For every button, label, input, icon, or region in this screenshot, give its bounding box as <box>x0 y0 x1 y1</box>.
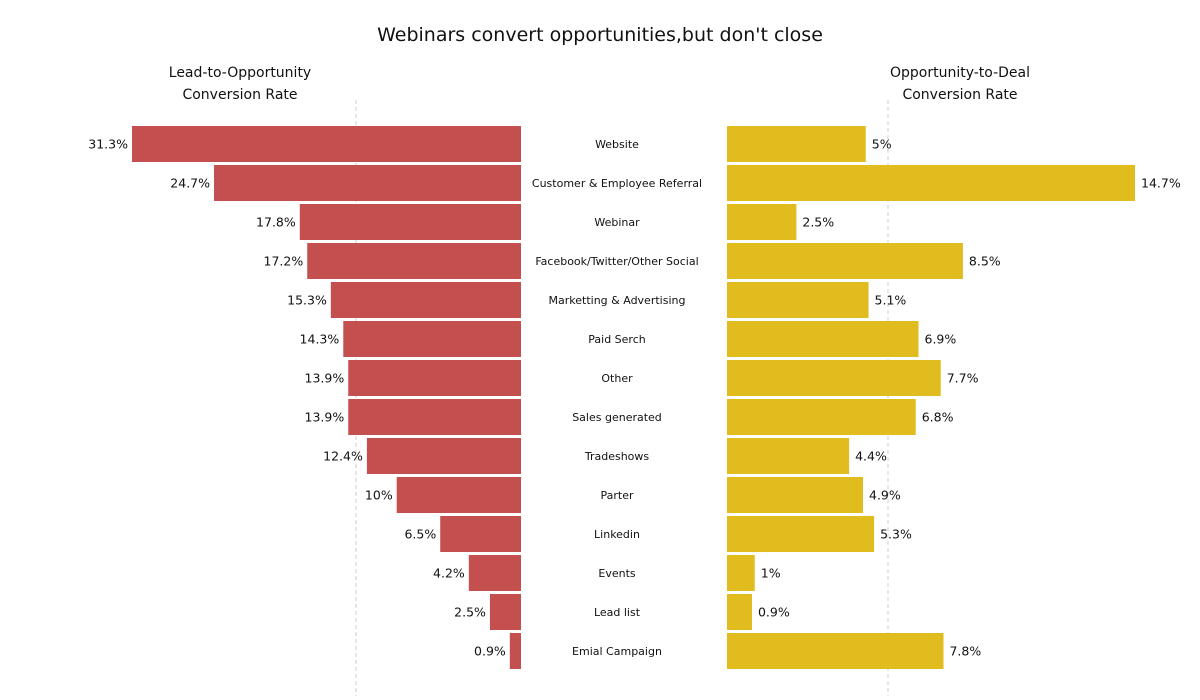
left-bar <box>468 555 521 591</box>
left-bar <box>489 594 521 630</box>
right-bar-label: 0.9% <box>758 605 790 620</box>
category-label: Marketting & Advertising <box>549 294 686 307</box>
category-label: Linkedin <box>594 528 640 541</box>
left-bar <box>214 165 521 201</box>
right-bar-label: 6.9% <box>925 332 957 347</box>
category-label: Paid Serch <box>588 333 645 346</box>
left-bar-label: 6.5% <box>404 527 436 542</box>
left-bar <box>396 477 521 513</box>
right-bar-label: 4.4% <box>855 449 887 464</box>
left-bar-label: 13.9% <box>305 410 345 425</box>
right-bar <box>727 321 919 357</box>
left-bar <box>440 516 521 552</box>
left-bar-label: 14.3% <box>300 332 340 347</box>
right-bar-label: 14.7% <box>1141 176 1181 191</box>
left-bar-label: 0.9% <box>474 644 506 659</box>
category-label: Webinar <box>594 216 640 229</box>
left-bar-label: 17.8% <box>256 215 296 230</box>
category-label: Facebook/Twitter/Other Social <box>535 255 698 268</box>
right-bar <box>727 438 850 474</box>
right-bar <box>727 594 752 630</box>
right-bar <box>727 126 866 162</box>
left-bar <box>348 399 521 435</box>
left-bar <box>330 282 521 318</box>
category-label: Lead list <box>594 606 641 619</box>
left-panel-title: Lead-to-Opportunity Conversion Rate <box>168 65 312 103</box>
right-bar-label: 7.8% <box>949 644 981 659</box>
left-bar-label: 10% <box>365 488 393 503</box>
right-bar <box>727 204 797 240</box>
left-bar <box>132 126 521 162</box>
right-bar <box>727 516 875 552</box>
chart-title: Webinars convert opportunities,but don't… <box>377 24 823 46</box>
left-bar <box>299 204 521 240</box>
left-bar-label: 24.7% <box>170 176 210 191</box>
left-bar-label: 2.5% <box>454 605 486 620</box>
category-label: Tradeshows <box>584 450 650 463</box>
left-bar <box>307 243 521 279</box>
category-label: Other <box>601 372 633 385</box>
category-label: Sales generated <box>572 411 662 424</box>
left-bar-label: 15.3% <box>287 293 327 308</box>
right-bar-label: 8.5% <box>969 254 1001 269</box>
left-bar-label: 4.2% <box>433 566 465 581</box>
left-bar <box>366 438 521 474</box>
right-bar <box>727 243 963 279</box>
right-bar-label: 4.9% <box>869 488 901 503</box>
right-bar-label: 5.3% <box>880 527 912 542</box>
right-bar <box>727 399 916 435</box>
right-bar-label: 5% <box>872 137 892 152</box>
category-label: Emial Campaign <box>572 645 662 658</box>
category-label: Events <box>598 567 636 580</box>
left-bar-label: 31.3% <box>88 137 128 152</box>
category-label: Website <box>595 138 639 151</box>
right-bar <box>727 282 869 318</box>
right-bar <box>727 165 1135 201</box>
right-bar <box>727 360 941 396</box>
category-label: Customer & Employee Referral <box>532 177 702 190</box>
right-bar-label: 2.5% <box>802 215 834 230</box>
left-bar-label: 13.9% <box>305 371 345 386</box>
right-bar-label: 1% <box>761 566 781 581</box>
left-bar <box>509 633 521 669</box>
right-bar-label: 7.7% <box>947 371 979 386</box>
left-bar <box>343 321 521 357</box>
right-bar-label: 6.8% <box>922 410 954 425</box>
right-bar <box>727 633 944 669</box>
category-label: Parter <box>600 489 633 502</box>
right-bar <box>727 477 863 513</box>
right-bar <box>727 555 755 591</box>
left-bar-label: 17.2% <box>264 254 304 269</box>
left-bar-label: 12.4% <box>323 449 363 464</box>
left-bar <box>348 360 521 396</box>
right-panel-title: Opportunity-to-Deal Conversion Rate <box>889 65 1031 103</box>
right-bar-label: 5.1% <box>875 293 907 308</box>
